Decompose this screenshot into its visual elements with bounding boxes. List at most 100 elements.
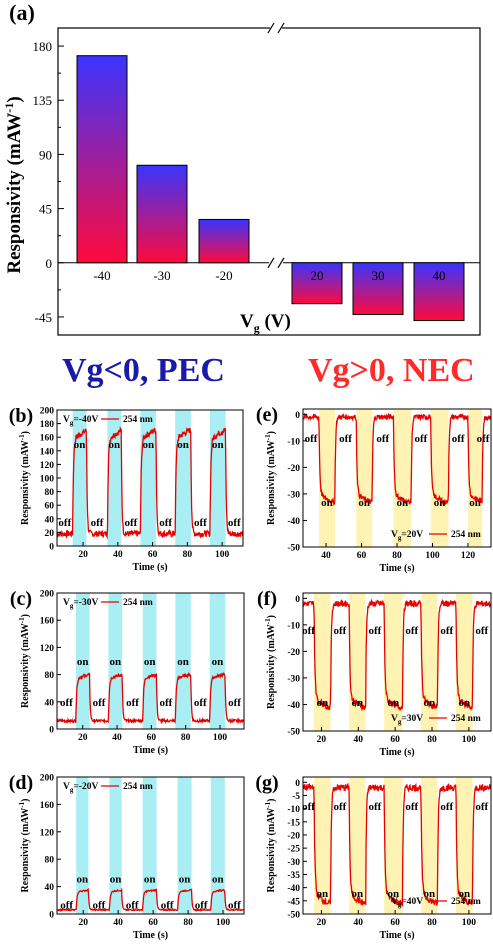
y-tick-label: 40 (45, 883, 55, 893)
y-tick-label: -10 (287, 437, 300, 447)
bar (291, 262, 343, 305)
illumination-band (384, 593, 403, 731)
x-category-label: 30 (372, 268, 385, 283)
panel-tag-b: (b) (9, 405, 33, 427)
x-category-label: 40 (433, 268, 446, 283)
y-tick-label: -5 (292, 792, 300, 802)
x-tick-label: 120 (461, 551, 476, 561)
on-label: on (77, 656, 89, 668)
x-tick-label: 40 (113, 550, 123, 560)
off-label: off (376, 433, 389, 445)
y-tick-label: -25 (287, 845, 300, 855)
illumination-band (209, 410, 226, 546)
y-axis-label: Responsivity (mAW-1) (264, 431, 277, 525)
panel-tag-e: (e) (256, 404, 278, 426)
x-axis-label: Vg (V) (240, 311, 291, 335)
on-label: on (458, 697, 470, 709)
illumination-band (209, 593, 226, 729)
plot-frame (302, 776, 492, 915)
y-tick-label: 80 (45, 671, 55, 681)
illumination-band (356, 409, 373, 547)
on-label: on (352, 697, 364, 709)
bar (76, 55, 128, 264)
y-tick-label: 200 (40, 774, 55, 784)
gate-voltage-label: Vg=40V (391, 897, 423, 909)
on-label: on (74, 439, 86, 451)
y-axis-label: Responsivity (mAW-1) (2, 96, 25, 273)
gate-voltage-label: Vg=30V (391, 714, 423, 726)
illumination-band (175, 593, 191, 729)
y-tick-label: 160 (40, 617, 55, 627)
plot-frame (302, 592, 492, 732)
panel-b: 0 20 40 60 80 100 120 140 160 180 200 20 40 60 80 100 on… (9, 405, 244, 573)
x-tick-label: 20 (317, 918, 327, 928)
off-label: off (228, 697, 241, 709)
x-tick-label: 80 (392, 551, 402, 561)
x-tick-label: 60 (148, 918, 158, 928)
illumination-band (75, 593, 90, 729)
panel-tag-f: (f) (257, 588, 277, 610)
x-tick-label: 100 (213, 733, 228, 743)
off-label: off (333, 625, 346, 637)
illumination-band (467, 409, 483, 547)
on-label: on (144, 656, 156, 668)
y-tick-label: 45 (39, 202, 52, 217)
on-label: on (212, 873, 224, 885)
illumination-band (142, 777, 157, 914)
illumination-band (384, 777, 403, 914)
legend-label: 254 nm (451, 530, 481, 540)
y-tick-label: 200 (40, 407, 55, 417)
gate-voltage-label: Vg=20V (391, 530, 423, 542)
y-axis-label: Responsivity (mAW-1) (18, 799, 31, 893)
illumination-band (349, 593, 366, 731)
off-label: off (126, 899, 139, 911)
heading-nec: Vg>0, NEC (308, 352, 475, 389)
on-label: on (321, 497, 333, 509)
off-label: off (159, 517, 172, 529)
on-label: on (142, 439, 154, 451)
y-tick-label: -35 (287, 871, 300, 881)
x-tick-label: 40 (113, 918, 123, 928)
x-axis-label: Time (s) (379, 563, 414, 574)
x-tick-label: 80 (183, 918, 193, 928)
illumination-band (349, 777, 366, 914)
off-label: off (415, 433, 428, 445)
x-tick-label: 100 (215, 550, 230, 560)
on-label: on (177, 656, 189, 668)
y-tick-label: 120 (40, 461, 55, 471)
response-curve (56, 671, 245, 725)
off-label: off (194, 697, 207, 709)
panel-e: -50 -40 -30 -20 -10 0 40 60 80 100 120 on off on off on… (256, 404, 492, 574)
legend-label: 254 nm (123, 415, 153, 425)
y-axis-label: Responsivity (mAW-1) (264, 799, 277, 893)
off-label: off (440, 625, 453, 637)
x-axis-label: Time (s) (133, 745, 168, 756)
x-axis-label: Time (s) (379, 930, 414, 941)
y-tick-label: 60 (45, 502, 55, 512)
on-label: on (110, 873, 122, 885)
panel-d: 0 40 80 120 160 200 20 40 60 80 100 on off on off on off… (9, 772, 245, 941)
illumination-band (314, 593, 331, 731)
off-label: off (440, 801, 453, 813)
off-label: off (91, 517, 104, 529)
off-label: off (302, 801, 315, 813)
illumination-band (142, 593, 157, 729)
panel-tag-c: (c) (10, 588, 32, 610)
x-tick-label: 60 (390, 918, 400, 928)
y-axis-label: Responsivity (mAW-1) (264, 615, 277, 709)
gate-voltage-label: Vg=-30V (63, 598, 98, 610)
off-label: off (339, 433, 352, 445)
off-label: off (126, 697, 139, 709)
on-label: on (388, 888, 400, 900)
response-curve (56, 425, 244, 540)
plot-frame (56, 592, 245, 730)
illumination-band (107, 410, 122, 546)
panel-a-bar-chart: -45 0 45 90 135 180 -40 -30 -20 20 30 40 Responsivit… (2, 0, 481, 336)
illumination-band (140, 410, 157, 546)
off-label: off (58, 517, 71, 529)
y-tick-label: -30 (287, 674, 300, 684)
y-tick-label: 20 (45, 529, 55, 539)
x-tick-label: 40 (112, 733, 122, 743)
